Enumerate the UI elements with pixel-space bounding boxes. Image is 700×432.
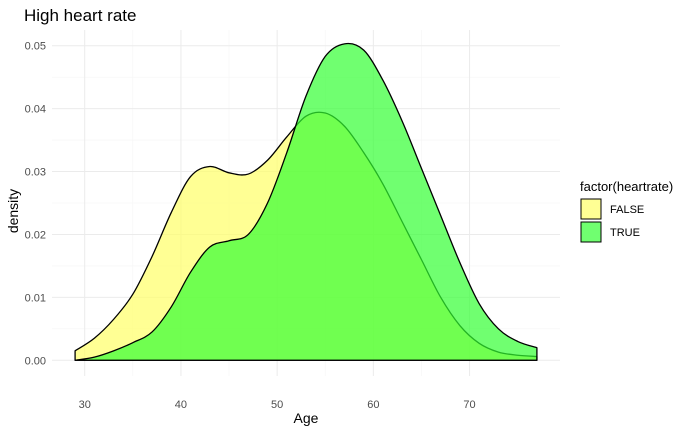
legend-label-true: TRUE [610,227,640,239]
y-tick-label: 0.00 [25,355,46,367]
y-tick-label: 0.02 [25,229,46,241]
legend: factor(heartrate) FALSE TRUE [580,179,673,243]
density-area-true [74,42,538,361]
y-axis-ticks: 0.00 0.01 0.02 0.03 0.04 0.05 [25,41,46,368]
legend-title: factor(heartrate) [580,179,673,194]
x-tick-label: 70 [463,399,475,411]
legend-key-false [580,198,602,220]
legend-key-true [580,221,602,243]
x-tick-label: 30 [79,399,91,411]
x-tick-label: 40 [175,399,187,411]
legend-label-false: FALSE [610,204,644,216]
x-axis-title: Age [294,410,319,426]
y-tick-label: 0.05 [25,41,46,53]
y-tick-label: 0.03 [25,167,46,179]
y-axis-title: density [5,189,21,233]
density-areas [74,42,538,361]
x-axis-ticks: 30 40 50 60 70 [79,399,476,411]
x-tick-label: 50 [271,399,283,411]
y-tick-label: 0.01 [25,292,46,304]
x-tick-label: 60 [367,399,379,411]
y-tick-label: 0.04 [25,104,46,116]
chart-title: High heart rate [24,6,136,25]
